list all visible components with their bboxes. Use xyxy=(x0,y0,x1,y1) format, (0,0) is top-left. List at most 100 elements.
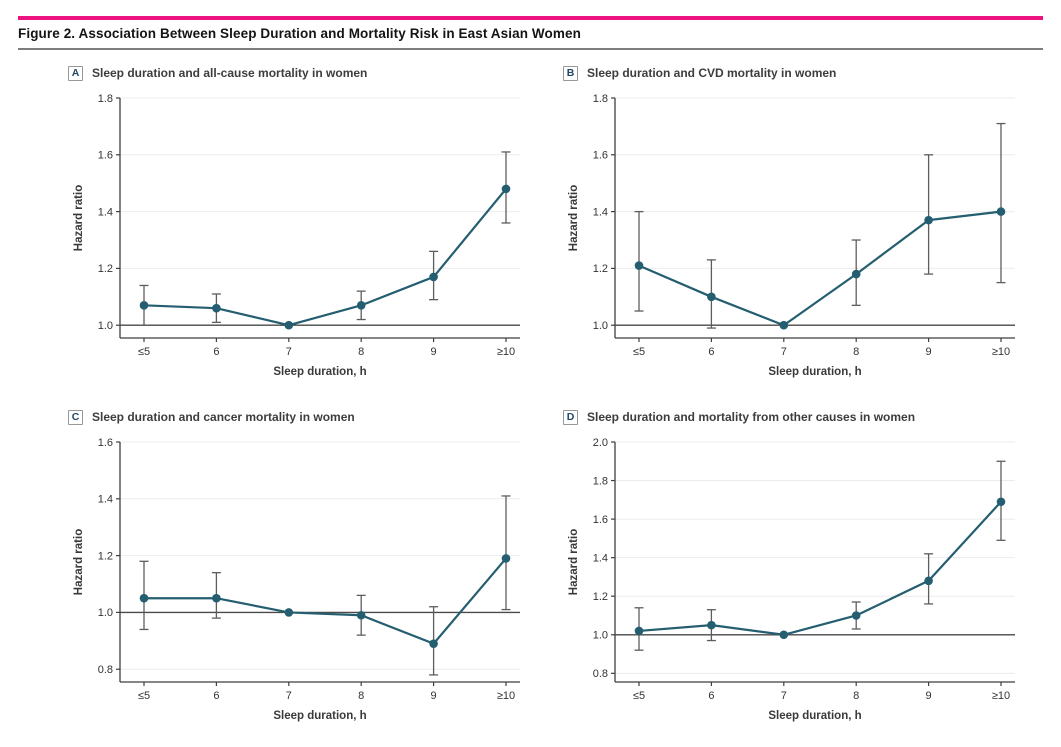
x-axis-title: Sleep duration, h xyxy=(768,710,861,722)
chart-other-causes-mortality: 0.8 1.0 1.2 1.4 1.6 1.8 2.0 ≤5 6 7 8 9 ≥10 Hazard rat… xyxy=(568,437,1015,722)
panel-c-header: C Sleep duration and cancer mortality in… xyxy=(68,408,555,426)
x-tick-label: 7 xyxy=(286,690,292,702)
data-point xyxy=(139,301,149,310)
data-point xyxy=(356,610,366,620)
y-tick-label: 1.4 xyxy=(593,206,608,218)
panel-b: B Sleep duration and CVD mortality in wo… xyxy=(555,60,1050,404)
figure-panels: A Sleep duration and all-cause mortality… xyxy=(60,60,1050,730)
x-tick-label: 9 xyxy=(926,346,932,358)
x-tick-label: 9 xyxy=(926,690,932,702)
series-line xyxy=(638,210,1002,327)
data-point xyxy=(356,301,366,310)
data-point xyxy=(429,639,438,648)
x-tick-label: 7 xyxy=(781,346,787,358)
y-tick-label: 1.0 xyxy=(593,320,608,332)
data-point xyxy=(429,272,438,282)
x-tick-label: 6 xyxy=(213,690,219,702)
data-point xyxy=(707,620,716,630)
series-line xyxy=(144,557,507,645)
y-axis-title: Hazard ratio xyxy=(568,185,580,251)
x-tick-label: 8 xyxy=(358,346,364,358)
y-tick-label: 1.2 xyxy=(593,591,608,603)
y-tick-label: 1.4 xyxy=(98,494,113,506)
panel-b-header: B Sleep duration and CVD mortality in wo… xyxy=(563,64,1050,82)
x-tick-label: ≥10 xyxy=(992,346,1010,358)
x-tick-label: ≤5 xyxy=(633,690,645,702)
title-divider-rule xyxy=(18,48,1043,50)
y-tick-label: 0.8 xyxy=(98,664,113,676)
data-point xyxy=(139,593,149,603)
data-point xyxy=(212,593,221,603)
panel-title: Sleep duration and mortality from other … xyxy=(587,410,916,424)
y-tick-label: 0.8 xyxy=(593,668,608,680)
data-point xyxy=(779,320,789,330)
series-line xyxy=(143,188,507,327)
x-tick-label: ≤5 xyxy=(138,346,150,358)
y-tick-label: 1.2 xyxy=(593,263,608,275)
y-tick-label: 1.0 xyxy=(593,630,608,642)
data-point xyxy=(501,184,511,194)
panel-d: D Sleep duration and mortality from othe… xyxy=(555,404,1050,730)
data-point xyxy=(634,261,644,270)
y-tick-label: 1.4 xyxy=(98,206,113,218)
x-tick-label: 6 xyxy=(708,346,714,358)
jama-accent-rule xyxy=(18,16,1043,20)
panel-letter-badge: B xyxy=(563,65,578,81)
chart-all-cause-mortality: 1.0 1.2 1.4 1.6 1.8 ≤5 6 7 8 9 ≥10 Hazard ratio Slee… xyxy=(73,93,520,378)
panel-title: Sleep duration and cancer mortality in w… xyxy=(92,410,355,424)
data-point xyxy=(779,630,789,640)
data-point xyxy=(924,215,933,225)
data-point xyxy=(924,576,933,586)
data-point xyxy=(501,554,511,563)
x-tick-label: 9 xyxy=(431,690,437,702)
y-tick-label: 1.2 xyxy=(98,550,113,562)
panel-letter-badge: D xyxy=(563,409,578,425)
x-tick-label: 8 xyxy=(853,690,859,702)
y-axis-title: Hazard ratio xyxy=(73,529,85,595)
y-tick-label: 1.6 xyxy=(98,437,113,449)
data-point xyxy=(851,611,861,620)
panel-title: Sleep duration and CVD mortality in wome… xyxy=(587,66,837,80)
x-tick-label: 7 xyxy=(286,346,292,358)
x-tick-label: ≥10 xyxy=(497,690,515,702)
panel-letter-badge: A xyxy=(68,65,83,81)
data-point xyxy=(212,303,221,313)
panel-letter-badge: C xyxy=(68,409,83,425)
y-axis-title: Hazard ratio xyxy=(568,529,580,595)
y-tick-label: 1.6 xyxy=(593,514,608,526)
panel-title: Sleep duration and all-cause mortality i… xyxy=(92,66,368,80)
x-tick-label: ≤5 xyxy=(633,346,645,358)
data-point xyxy=(284,608,294,617)
x-tick-label: ≥10 xyxy=(992,690,1010,702)
y-tick-label: 1.4 xyxy=(593,552,608,564)
panel-a: A Sleep duration and all-cause mortality… xyxy=(60,60,555,404)
data-point xyxy=(996,497,1006,507)
x-tick-label: ≥10 xyxy=(497,346,515,358)
x-tick-label: 8 xyxy=(853,346,859,358)
series-line xyxy=(638,501,1002,636)
panel-c: C Sleep duration and cancer mortality in… xyxy=(60,404,555,730)
x-tick-label: 8 xyxy=(358,690,364,702)
chart-cancer-mortality: 0.8 1.0 1.2 1.4 1.6 ≤5 6 7 8 9 ≥10 Hazard ratio Slee… xyxy=(73,437,520,722)
x-axis-title: Sleep duration, h xyxy=(768,366,861,378)
y-tick-label: 1.6 xyxy=(593,150,608,162)
y-tick-label: 1.0 xyxy=(98,607,113,619)
y-tick-label: 1.0 xyxy=(98,320,113,332)
y-tick-label: 1.8 xyxy=(98,93,113,105)
y-tick-label: 1.2 xyxy=(98,263,113,275)
y-axis-title: Hazard ratio xyxy=(73,185,85,251)
x-tick-label: 6 xyxy=(213,346,219,358)
y-tick-label: 1.8 xyxy=(593,93,608,105)
chart-cvd-mortality: 1.0 1.2 1.4 1.6 1.8 ≤5 6 7 8 9 ≥10 Hazard ratio Slee… xyxy=(568,93,1015,378)
panel-d-header: D Sleep duration and mortality from othe… xyxy=(563,408,1050,426)
y-tick-label: 1.8 xyxy=(593,475,608,487)
x-axis-title: Sleep duration, h xyxy=(273,366,366,378)
data-point xyxy=(851,269,861,279)
data-point xyxy=(634,626,644,636)
data-point xyxy=(284,320,294,330)
x-tick-label: 9 xyxy=(431,346,437,358)
data-point xyxy=(707,292,716,302)
x-tick-label: 6 xyxy=(708,690,714,702)
x-tick-label: ≤5 xyxy=(138,690,150,702)
figure-title: Figure 2. Association Between Sleep Dura… xyxy=(18,26,581,41)
